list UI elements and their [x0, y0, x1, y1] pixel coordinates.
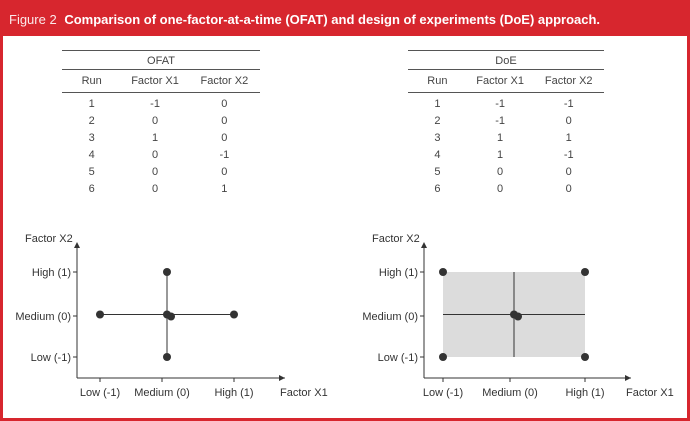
- data-point: [581, 353, 589, 361]
- cell-x1: 1: [497, 131, 504, 144]
- data-point: [96, 310, 104, 319]
- table-row: 4 1 -1: [408, 146, 604, 163]
- table-row: 3 1 1: [408, 129, 604, 146]
- cell-x2: 0: [221, 131, 228, 144]
- column-header-factor-x2: Factor X2: [533, 70, 604, 93]
- x-axis-title: Factor X1: [626, 387, 674, 399]
- doe-header-row: Run Factor X1 Factor X2: [408, 70, 604, 93]
- x-tick-label: Medium (0): [482, 387, 538, 399]
- doe-table: DoE Run Factor X1 Factor X2 1 -1 -1 2 -1 0 3…: [408, 50, 604, 197]
- y-tick-label: Medium (0): [15, 311, 71, 323]
- cell-x2: 0: [221, 165, 228, 178]
- cell-run: 3: [434, 131, 441, 144]
- cell-x1: 0: [151, 114, 159, 127]
- cell-run: 5: [434, 165, 441, 178]
- cell-run: 2: [434, 114, 441, 127]
- y-axis-title: Factor X2: [372, 233, 420, 245]
- cell-x2: 1: [565, 131, 572, 144]
- doe-table-title: DoE: [408, 50, 604, 70]
- cell-x1: 0: [497, 165, 504, 178]
- figure-title: Comparison of one-factor-at-a-time (OFAT…: [64, 12, 601, 27]
- data-point: [163, 268, 171, 276]
- cell-x1: 0: [151, 182, 159, 195]
- cell-x1: 0: [497, 182, 504, 195]
- cell-x2: -1: [563, 97, 574, 110]
- column-header-factor-x2: Factor X2: [188, 70, 260, 93]
- x-tick-label: High (1): [214, 387, 253, 399]
- cell-x2: 0: [565, 182, 572, 195]
- x-axis-title: Factor X1: [280, 387, 328, 399]
- x-axis-arrow: [625, 375, 631, 381]
- cell-run: 2: [88, 114, 95, 127]
- cell-run: 4: [434, 148, 441, 161]
- y-axis-arrow: [421, 242, 427, 248]
- y-axis-arrow: [74, 242, 80, 248]
- ofat-table: OFAT Run Factor X1 Factor X2 1 -1 0 2 0 0 3 1…: [62, 50, 260, 197]
- cell-x2: 0: [221, 97, 228, 110]
- cell-x1: -1: [150, 97, 160, 110]
- data-point: [167, 312, 175, 321]
- data-point: [163, 353, 171, 361]
- y-tick-label: Medium (0): [362, 311, 418, 323]
- x-axis-arrow: [279, 375, 285, 381]
- table-row: 1 -1 0: [62, 92, 260, 112]
- ofat-design-chart: Low (-1) Medium (0) High (1) Low (-1) Medium…: [15, 233, 327, 399]
- cell-x2: -1: [563, 148, 574, 161]
- cell-x1: 1: [151, 131, 159, 144]
- y-tick-label: Low (-1): [378, 352, 418, 364]
- data-point: [230, 310, 238, 319]
- cell-x2: -1: [219, 148, 230, 161]
- figure-header: Figure 2 Comparison of one-factor-at-a-t…: [3, 3, 687, 36]
- column-header-factor-x1: Factor X1: [121, 70, 189, 93]
- data-point: [439, 353, 447, 361]
- cell-x2: 1: [221, 182, 228, 195]
- data-point: [581, 268, 589, 276]
- cell-run: 1: [88, 97, 95, 110]
- cell-run: 6: [88, 182, 95, 195]
- table-row: 5 0 0: [62, 163, 260, 180]
- y-tick-label: Low (-1): [31, 352, 71, 364]
- x-tick-label: High (1): [565, 387, 604, 399]
- data-point: [514, 312, 522, 321]
- cell-run: 3: [88, 131, 95, 144]
- column-header-factor-x1: Factor X1: [466, 70, 534, 93]
- table-row: 2 -1 0: [408, 112, 604, 129]
- cell-x1: 1: [497, 148, 504, 161]
- x-tick-label: Low (-1): [80, 387, 120, 399]
- table-row: 1 -1 -1: [408, 92, 604, 112]
- cell-run: 1: [434, 97, 441, 110]
- x-tick-label: Low (-1): [423, 387, 463, 399]
- table-row: 6 0 1: [62, 180, 260, 197]
- y-tick-label: High (1): [32, 267, 71, 279]
- x-tick-label: Medium (0): [134, 387, 190, 399]
- cell-run: 6: [434, 182, 441, 195]
- cell-x1: 0: [151, 148, 159, 161]
- cell-x2: 0: [565, 165, 572, 178]
- cell-x2: 0: [221, 114, 228, 127]
- table-row: 3 1 0: [62, 129, 260, 146]
- table-row: 6 0 0: [408, 180, 604, 197]
- data-point: [439, 268, 447, 276]
- table-row: 4 0 -1: [62, 146, 260, 163]
- y-axis-title: Factor X2: [25, 233, 73, 245]
- ofat-table-title: OFAT: [62, 50, 260, 70]
- cell-x1: 0: [151, 165, 159, 178]
- figure-label: Figure 2: [9, 12, 57, 27]
- cell-run: 5: [88, 165, 95, 178]
- cell-x1: -1: [495, 114, 505, 127]
- cell-x2: 0: [565, 114, 572, 127]
- cell-x1: -1: [495, 97, 505, 110]
- table-row: 2 0 0: [62, 112, 260, 129]
- doe-design-chart: Low (-1) Medium (0) High (1) Low (-1) Medium…: [362, 233, 673, 399]
- y-tick-label: High (1): [379, 267, 418, 279]
- table-row: 5 0 0: [408, 163, 604, 180]
- cell-run: 4: [88, 148, 95, 161]
- ofat-header-row: Run Factor X1 Factor X2: [62, 70, 260, 93]
- column-header-run: Run: [62, 70, 122, 93]
- column-header-run: Run: [408, 70, 467, 93]
